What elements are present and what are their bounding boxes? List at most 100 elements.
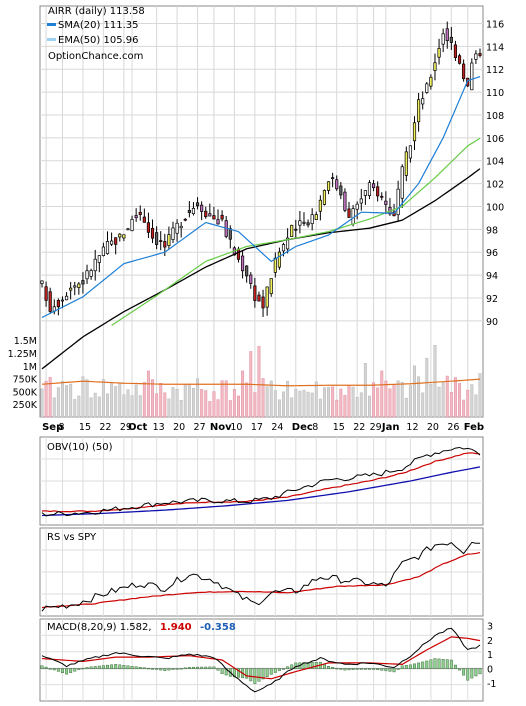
volume-bar bbox=[237, 395, 240, 418]
rs-line bbox=[41, 541, 481, 612]
volume-bar bbox=[69, 383, 73, 418]
macd-histogram-bar bbox=[146, 667, 150, 670]
macd-histogram-bar bbox=[347, 668, 351, 671]
rs-lines bbox=[41, 541, 481, 612]
date-x-tick: Sep bbox=[42, 422, 63, 433]
volume-bar bbox=[159, 383, 163, 418]
volume-bar bbox=[269, 380, 273, 418]
macd-histogram-bar bbox=[322, 663, 326, 669]
macd-histogram-bar bbox=[69, 668, 73, 673]
candle-body bbox=[306, 222, 310, 226]
volume-bar bbox=[339, 388, 343, 418]
candle-body bbox=[408, 145, 412, 159]
date-x-tick: 10 bbox=[230, 422, 242, 433]
volume-y-tick: 1.25M bbox=[8, 349, 37, 360]
volume-bar bbox=[191, 387, 195, 418]
volume-bar bbox=[77, 395, 81, 418]
macd-histogram-bar bbox=[474, 668, 478, 677]
volume-bar bbox=[73, 399, 77, 418]
price-y-tick: 116 bbox=[486, 19, 504, 30]
macd-histogram-bar bbox=[155, 668, 159, 670]
volume-bar bbox=[187, 383, 191, 418]
volume-bar bbox=[335, 399, 339, 418]
candle-body bbox=[167, 234, 171, 246]
macd-histogram-bar bbox=[441, 659, 445, 669]
volume-bar bbox=[413, 365, 416, 418]
candle-body bbox=[470, 62, 474, 91]
macd-histogram-bar bbox=[106, 664, 109, 669]
candle-body bbox=[40, 280, 44, 284]
price-y-tick: 96 bbox=[486, 248, 498, 259]
candle-body bbox=[118, 233, 122, 238]
macd-histogram-bar bbox=[429, 659, 433, 669]
date-x-tick: Jan bbox=[381, 422, 400, 433]
rs-title: RS vs SPY bbox=[47, 532, 97, 543]
candle-body bbox=[195, 202, 200, 207]
volume-bar bbox=[462, 399, 466, 418]
candle-body bbox=[105, 241, 110, 254]
macd-y-tick: 0 bbox=[487, 665, 493, 676]
volume-bar bbox=[445, 375, 449, 418]
macd-histogram-bar bbox=[376, 668, 380, 671]
volume-bar bbox=[151, 379, 155, 418]
candle-body bbox=[347, 208, 351, 218]
volume-bar bbox=[52, 397, 56, 418]
candle-body bbox=[97, 255, 101, 263]
date-x-tick: 29 bbox=[120, 422, 132, 433]
candle-body bbox=[241, 255, 245, 272]
price-y-tick: 112 bbox=[486, 65, 504, 76]
macd-histogram-bar bbox=[85, 667, 89, 669]
candle-body bbox=[384, 200, 388, 205]
candle-body bbox=[130, 218, 134, 232]
candle-body bbox=[138, 211, 142, 215]
macd-histogram-bar bbox=[249, 668, 253, 682]
candle-body bbox=[257, 294, 261, 302]
candle-body bbox=[216, 219, 220, 225]
macd-histogram-bar bbox=[290, 664, 294, 669]
macd-histogram-bar bbox=[200, 666, 204, 669]
date-x-tick: 15 bbox=[333, 422, 345, 433]
candle-body bbox=[142, 216, 146, 223]
candle-body bbox=[134, 215, 138, 219]
volume-bar bbox=[372, 382, 376, 418]
volume-bar bbox=[212, 391, 216, 418]
date-x-tick: 27 bbox=[194, 422, 206, 433]
volume-bar bbox=[347, 385, 351, 418]
macd-histogram-bar bbox=[220, 668, 224, 674]
price-y-tick: 94 bbox=[486, 271, 498, 282]
volume-bar bbox=[327, 387, 331, 418]
candle-body bbox=[191, 207, 196, 215]
volume-bar bbox=[449, 392, 453, 418]
volume-bar bbox=[314, 381, 318, 418]
volume-bar bbox=[228, 400, 232, 418]
macd-histogram-bar bbox=[77, 668, 81, 670]
date-x-tick: 24 bbox=[271, 422, 283, 433]
candle-body bbox=[110, 240, 114, 245]
macd-signal-value: 1.940 bbox=[160, 622, 192, 633]
candle-body bbox=[93, 258, 97, 272]
macd-histogram-bar bbox=[449, 659, 453, 669]
macd-histogram-bar bbox=[277, 668, 281, 671]
volume-bar bbox=[286, 380, 290, 418]
volume-bar bbox=[183, 384, 187, 418]
volume-bar bbox=[241, 370, 245, 418]
volume-bar bbox=[101, 379, 105, 418]
volume-bar bbox=[232, 388, 236, 418]
macd-histogram-bar bbox=[327, 666, 331, 669]
macd-histogram-bar bbox=[359, 668, 363, 670]
volume-bar bbox=[110, 383, 114, 418]
macd-histogram-bar bbox=[216, 668, 220, 671]
macd-y-tick: -1 bbox=[487, 679, 496, 690]
volume-bar bbox=[380, 370, 384, 418]
volume-bar bbox=[216, 399, 220, 418]
candle-body bbox=[322, 190, 327, 205]
price-y-tick: 104 bbox=[486, 157, 504, 168]
volume-bar bbox=[421, 392, 425, 418]
candle-body bbox=[429, 76, 433, 87]
candle-body bbox=[302, 221, 306, 224]
macd-histogram-bar bbox=[445, 659, 449, 669]
watermark: OptionChance.com bbox=[48, 51, 143, 62]
price-y-tick: 92 bbox=[486, 294, 498, 305]
volume-y-tick: 1M bbox=[23, 362, 37, 373]
macd-histogram-bar bbox=[257, 668, 261, 682]
